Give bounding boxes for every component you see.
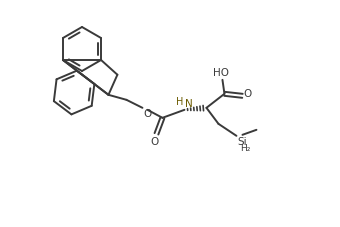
Text: O: O xyxy=(143,109,152,119)
Text: O: O xyxy=(243,89,252,99)
Text: H: H xyxy=(176,97,184,107)
Text: N: N xyxy=(185,99,193,109)
Text: HO: HO xyxy=(214,68,230,78)
Text: Si: Si xyxy=(237,137,247,147)
Text: O: O xyxy=(150,137,158,147)
Text: H₂: H₂ xyxy=(240,144,251,153)
